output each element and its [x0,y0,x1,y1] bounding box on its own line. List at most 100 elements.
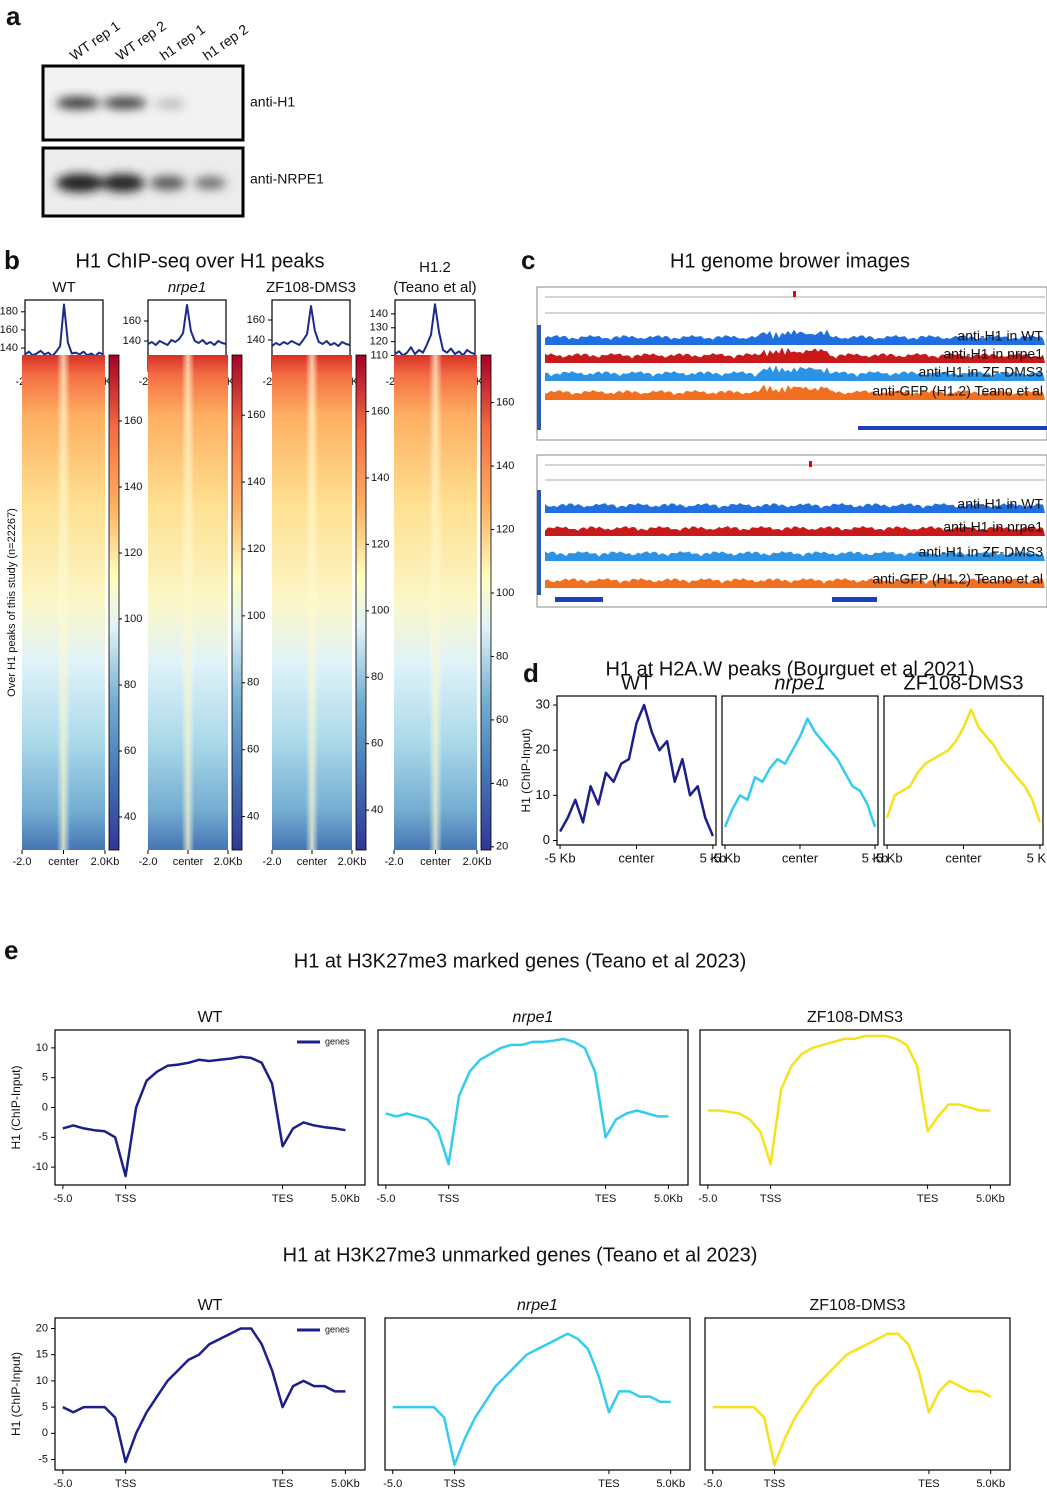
section-title: H1 at H2A.W peaks (Bourguet et al 2021) [605,658,974,680]
x-tick-label: center [297,856,328,868]
track-label: anti-H1 in nrpe1 [943,519,1043,535]
track-label: anti-H1 in WT [957,496,1043,512]
y-tick-label: 160 [0,324,18,336]
y-tick-label: 160 [247,314,265,326]
legend-label: genes [325,1324,350,1334]
y-tick-label: 20 [536,742,550,757]
y-tick-label: 160 [123,315,141,327]
y-axis-label: H1 (ChIP-Input) [9,1352,23,1436]
colorbar-tick-label: 80 [124,679,136,691]
x-tick-label: center [48,856,79,868]
colorbar-tick-label: 140 [247,476,265,488]
x-tick-label: -5.0 [383,1478,402,1490]
panel-label: a [6,1,21,31]
plot-frame [556,695,717,846]
y-tick-label: -5 [38,1453,48,1465]
x-tick-label: 2.0Kb [463,856,492,868]
x-tick-label: 5.0Kb [656,1478,685,1490]
browser-track [545,365,1045,381]
x-tick-label: TES [918,1478,939,1490]
panel-label: b [4,245,20,275]
browser-marker [809,461,812,467]
x-tick-label: TES [272,1478,293,1490]
colorbar [108,354,120,851]
colorbar-tick-label: 80 [247,677,259,689]
y-tick-label: 20 [36,1322,48,1334]
x-tick-label: TES [595,1193,616,1205]
data-line [707,1034,991,1166]
x-tick-label: 5.0Kb [976,1193,1005,1205]
section-title: H1 at H3K27me3 marked genes (Teano et al… [294,950,747,972]
x-tick-label: center [945,850,982,865]
plot-frame [384,1317,691,1471]
x-tick-label: -5 Kb [545,850,576,865]
section-title: H1 genome brower images [670,250,910,272]
colorbar-tick-label: 140 [371,472,389,484]
x-tick-label: TSS [764,1478,785,1490]
y-tick-label: 15 [36,1349,48,1361]
plot-frame [721,695,879,846]
y-tick-label: 140 [370,308,388,320]
x-tick-label: -5.0 [53,1193,72,1205]
x-tick-label: 2.0Kb [338,856,367,868]
panel-label: e [4,935,18,965]
browser-track [545,347,1045,363]
colorbar-tick-label: 140 [496,460,514,472]
colorbar-tick-label: 80 [371,671,383,683]
colorbar-tick-label: 100 [124,613,142,625]
data-line [147,304,227,346]
blot-bands [56,97,226,192]
x-tick-label: TSS [438,1193,459,1205]
y-tick-label: 140 [247,334,265,346]
y-tick-label: 5 [42,1072,48,1084]
plot-frame [54,1317,366,1471]
browser-track [545,526,1045,536]
panel-label: c [521,245,535,275]
data-line [712,1332,992,1467]
chart-title: H1.2 [419,259,451,276]
x-tick-label: TSS [115,1478,136,1490]
browser-track [545,503,1045,513]
browser-marker [793,291,796,297]
x-tick-label: -2.0 [385,856,404,868]
x-tick-label: -5 Kb [872,850,903,865]
browser-track [545,329,1045,345]
data-line [271,305,351,347]
colorbar [480,354,492,851]
data-line [392,1332,671,1467]
y-axis-label: Over H1 peaks of this study (n=22267) [6,508,18,697]
band [194,177,226,189]
x-tick-label: center [782,850,819,865]
x-tick-label: -2.0 [139,856,158,868]
x-tick-label: -5.0 [703,1478,722,1490]
plot-frame [54,1029,366,1186]
colorbar-tick-label: 60 [496,714,508,726]
colorbar-tick-label: 40 [247,810,259,822]
panel-label: d [523,658,539,688]
x-tick-label: -2.0 [263,856,282,868]
x-tick-label: center [420,856,451,868]
plot-frame [699,1029,1011,1186]
gene-model [858,426,1047,430]
x-tick-label: 2.0Kb [214,856,243,868]
y-tick-label: 0 [42,1101,48,1113]
data-line [62,1327,346,1464]
y-tick-label: 130 [370,322,388,334]
y-tick-label: 10 [36,1042,48,1054]
y-tick-label: 180 [0,306,18,318]
y-tick-label: 10 [36,1375,48,1387]
lane-label: h1 rep 2 [200,21,251,64]
browser-sidebar [537,325,541,430]
x-tick-label: -5 Kb [709,850,740,865]
plot-frame [704,1317,1011,1471]
data-line [24,303,104,358]
x-tick-label: center [618,850,655,865]
colorbar-tick-label: 40 [496,777,508,789]
track-label: anti-H1 in ZF-DMS3 [919,544,1044,560]
chart-title: nrpe1 [168,279,206,296]
y-tick-label: 10 [536,787,550,802]
gene-model [555,597,603,602]
y-tick-label: -5 [38,1131,48,1143]
colorbar-tick-label: 140 [124,481,142,493]
